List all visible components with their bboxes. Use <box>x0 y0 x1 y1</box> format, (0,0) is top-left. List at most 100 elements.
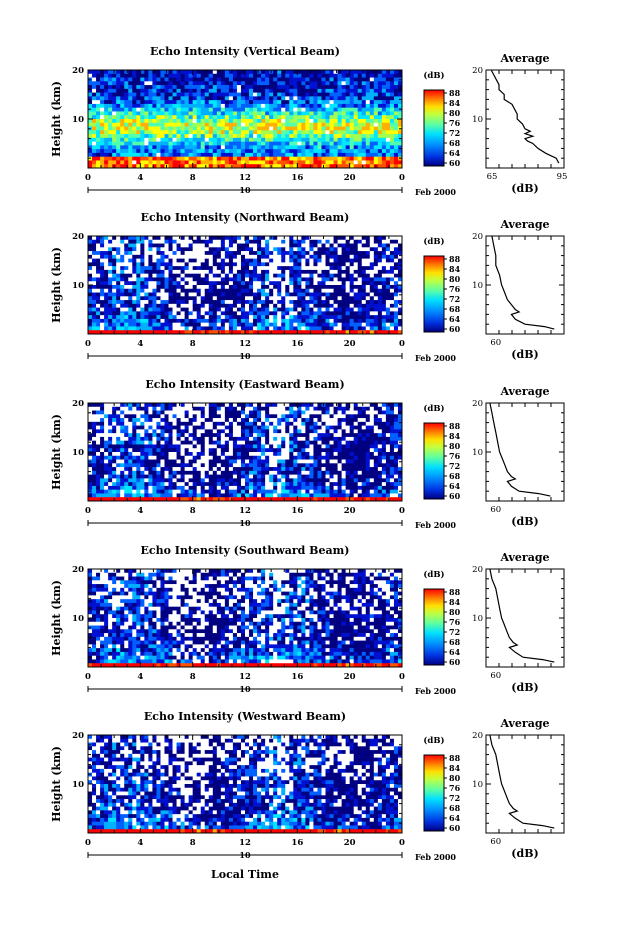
heatmap-cell <box>92 300 97 305</box>
heatmap-cell <box>108 88 113 93</box>
heatmap-cell <box>317 315 322 320</box>
heatmap-cell <box>188 103 193 108</box>
heatmap-cell <box>148 92 153 97</box>
panel-0: Echo Intensity (Vertical Beam)2010Height… <box>50 45 567 197</box>
heatmap-cell <box>305 73 310 78</box>
heatmap-cell <box>176 122 181 127</box>
heatmap-cell <box>385 273 391 278</box>
heatmap-cell <box>273 326 278 331</box>
heatmap-cell <box>381 421 387 426</box>
heatmap-cell <box>228 239 234 244</box>
heatmap-cell <box>160 111 165 116</box>
heatmap-cell <box>269 141 274 146</box>
heatmap-cell <box>88 326 93 331</box>
heatmap-cell <box>317 251 322 256</box>
heatmap-cell <box>124 277 129 282</box>
heatmap-cell <box>329 421 334 426</box>
heatmap-cell <box>365 115 371 120</box>
heatmap-cell <box>285 149 290 154</box>
heatmap-cell <box>341 85 346 90</box>
heatmap-cell <box>265 281 270 286</box>
heatmap-cell <box>305 130 310 135</box>
heatmap-cell <box>104 243 109 248</box>
heatmap-cell <box>305 103 310 108</box>
heatmap-cell <box>381 288 387 293</box>
heatmap-cell <box>200 410 206 415</box>
heatmap-cell <box>281 239 286 244</box>
heatmap-cell <box>116 111 121 116</box>
heatmap-cell <box>116 322 121 327</box>
heatmap-cell <box>128 322 133 327</box>
heatmap-cell <box>140 303 145 308</box>
heatmap-cell <box>96 307 101 312</box>
heatmap-cell <box>361 262 367 267</box>
heatmap-cell <box>136 318 141 323</box>
heatmap-cell <box>381 406 387 411</box>
heatmap-cell <box>337 273 342 278</box>
heatmap-cell <box>96 315 101 320</box>
heatmap-cell <box>232 88 238 93</box>
heatmap-cell <box>397 273 403 278</box>
heatmap-cell <box>389 300 395 305</box>
heatmap-cell <box>245 254 250 259</box>
heatmap-cell <box>297 288 302 293</box>
heatmap-cell <box>128 88 133 93</box>
heatmap-cell <box>160 258 165 263</box>
heatmap-cell <box>257 266 262 271</box>
heatmap-cell <box>373 73 379 78</box>
heatmap-cell <box>281 269 286 274</box>
heatmap-cell <box>285 273 290 278</box>
heatmap-cell <box>337 303 342 308</box>
heatmap-cell <box>228 296 234 301</box>
heatmap-cell <box>88 130 93 135</box>
heatmap-cell <box>357 77 363 82</box>
heatmap-cell <box>148 134 153 139</box>
heatmap-cell <box>156 243 161 248</box>
heatmap-cell <box>132 164 137 169</box>
heatmap-cell <box>397 318 403 323</box>
heatmap-cell <box>212 421 218 426</box>
heatmap-cell <box>228 92 234 97</box>
heatmap-cell <box>96 141 101 146</box>
heatmap-cell <box>140 273 145 278</box>
heatmap-cell <box>349 254 354 259</box>
heatmap-cell <box>305 156 310 161</box>
heatmap-cell <box>96 107 101 112</box>
heatmap-cell <box>116 273 121 278</box>
heatmap-cell <box>249 96 254 101</box>
heatmap-cell <box>257 326 262 331</box>
heatmap-cell <box>397 100 403 105</box>
heatmap-cell <box>156 322 161 327</box>
heatmap-cell <box>92 281 97 286</box>
heatmap-cell <box>152 315 157 320</box>
heatmap-cell <box>160 406 165 411</box>
heatmap-cell <box>168 247 173 252</box>
heatmap-cell <box>204 285 210 290</box>
heatmap-cell <box>261 96 266 101</box>
heatmap-cell <box>212 288 218 293</box>
heatmap-cell <box>184 107 189 112</box>
heatmap-cell <box>136 81 141 86</box>
heatmap-cell <box>305 70 310 75</box>
heatmap-cell <box>305 137 310 142</box>
heatmap-cell <box>317 156 322 161</box>
heatmap-cell <box>353 107 359 112</box>
heatmap-cell <box>180 254 185 259</box>
heatmap-cell <box>301 322 306 327</box>
heatmap-cell <box>108 326 113 331</box>
heatmap-cell <box>120 429 125 434</box>
heatmap-cell <box>361 85 367 90</box>
heatmap-cell <box>373 303 379 308</box>
heatmap-cell <box>369 247 375 252</box>
heatmap-cell <box>168 119 173 124</box>
heatmap-cell <box>245 88 250 93</box>
heatmap-cell <box>196 100 202 105</box>
heatmap-cell <box>172 281 177 286</box>
heatmap-cell <box>156 318 161 323</box>
heatmap-cell <box>112 107 117 112</box>
heatmap-cell <box>124 425 129 430</box>
heatmap-cell <box>128 115 133 120</box>
heatmap-cell <box>224 145 230 150</box>
heatmap-cell <box>220 273 226 278</box>
heatmap-cell <box>381 73 387 78</box>
